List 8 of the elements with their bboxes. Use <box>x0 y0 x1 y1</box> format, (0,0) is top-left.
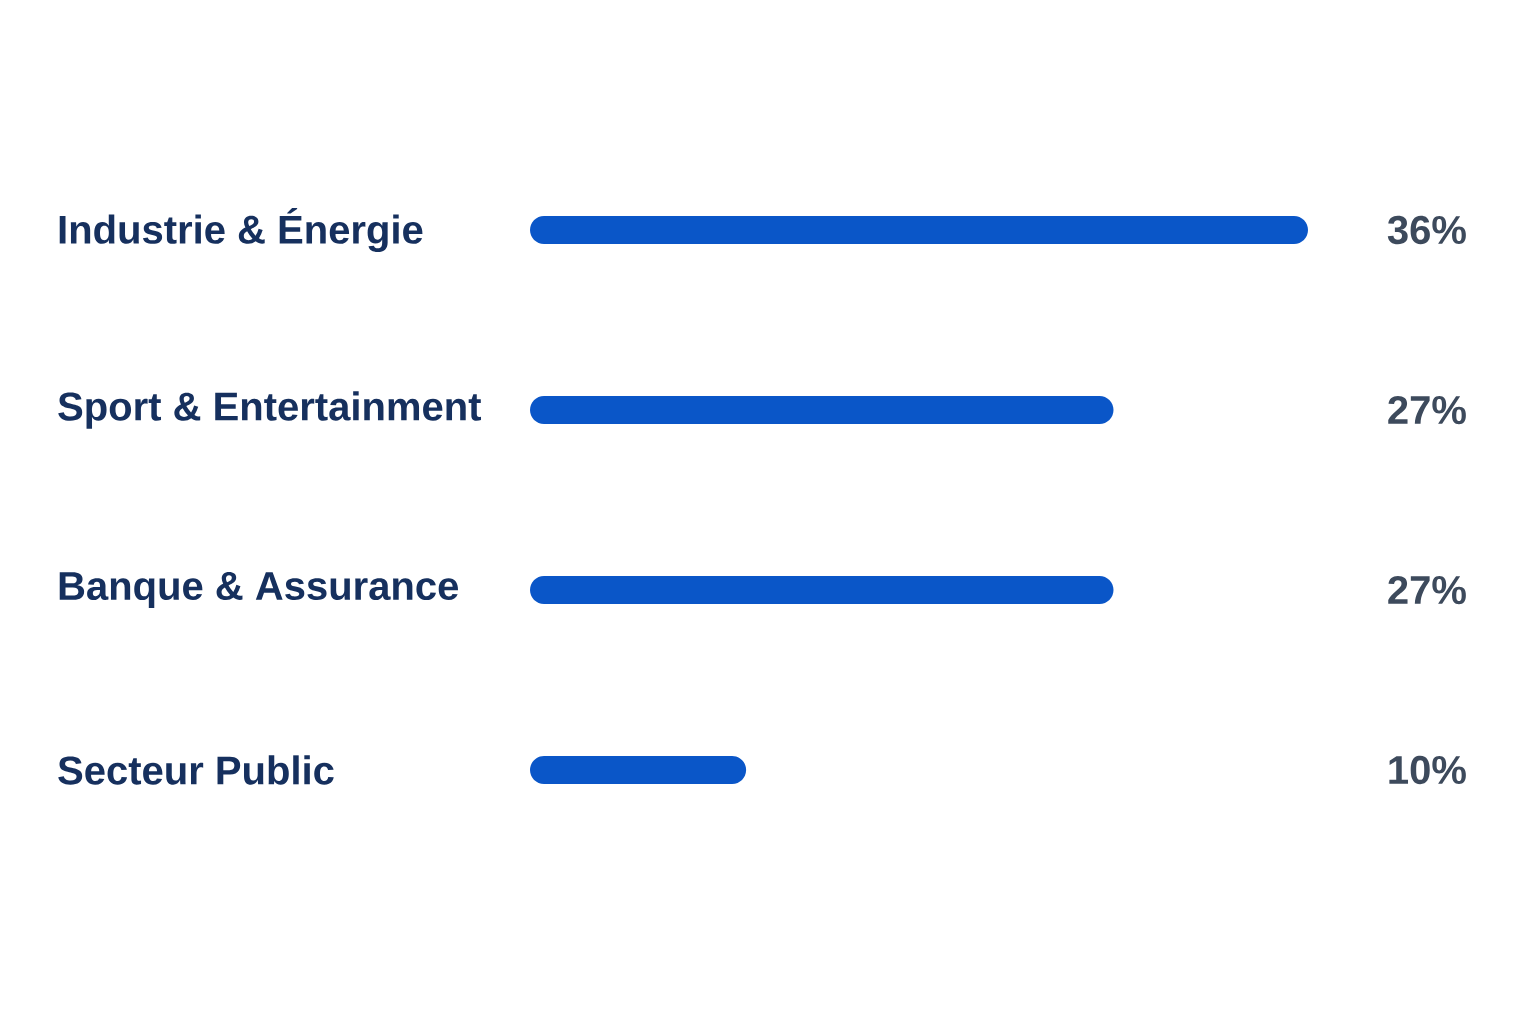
y-tick-label: Banque & Assurance <box>59 572 458 609</box>
y-tick-label: Industrie & Énergie <box>59 208 423 252</box>
y-tick-label: Sport & Entertainment <box>58 391 482 429</box>
data-label: 27% <box>1388 575 1466 605</box>
data-label: 27% <box>1388 395 1466 425</box>
y-tick-label: Secteur Public <box>58 755 334 785</box>
data-label: 36% <box>1387 215 1466 245</box>
data-label: 10% <box>1389 755 1466 785</box>
